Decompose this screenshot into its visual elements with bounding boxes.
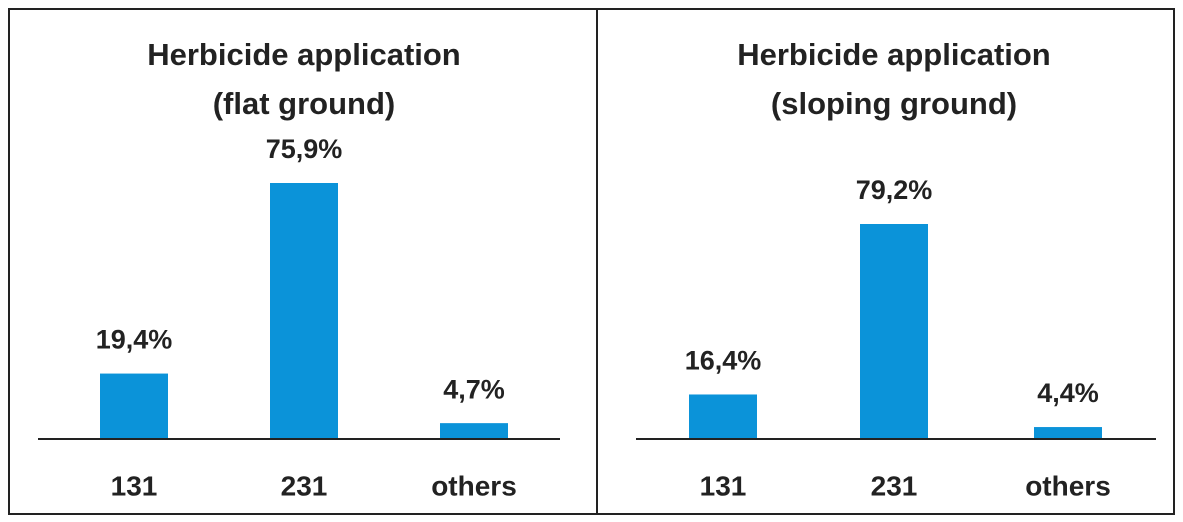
value-label: 75,9% (266, 134, 343, 164)
x-tick-label: others (431, 470, 517, 501)
x-tick-label: 131 (700, 470, 747, 501)
value-label: 4,7% (443, 374, 505, 404)
x-tick-label: 231 (281, 470, 328, 501)
x-tick-label: 231 (871, 470, 918, 501)
bar (860, 224, 928, 439)
chart-title: Herbicide application (737, 37, 1051, 72)
bar (100, 373, 168, 439)
chart-subtitle: (flat ground) (213, 86, 396, 121)
x-tick-label: 131 (111, 470, 158, 501)
bar (270, 183, 338, 439)
value-label: 19,4% (96, 325, 173, 355)
x-tick-label: others (1025, 470, 1111, 501)
frame (8, 8, 1175, 515)
bar (689, 394, 757, 439)
value-label: 4,4% (1037, 378, 1099, 408)
value-label: 79,2% (856, 175, 933, 205)
chart-title: Herbicide application (147, 37, 461, 72)
bar (1034, 427, 1102, 439)
bar (440, 423, 508, 439)
chart-subtitle: (sloping ground) (771, 86, 1017, 121)
value-label: 16,4% (685, 346, 762, 376)
